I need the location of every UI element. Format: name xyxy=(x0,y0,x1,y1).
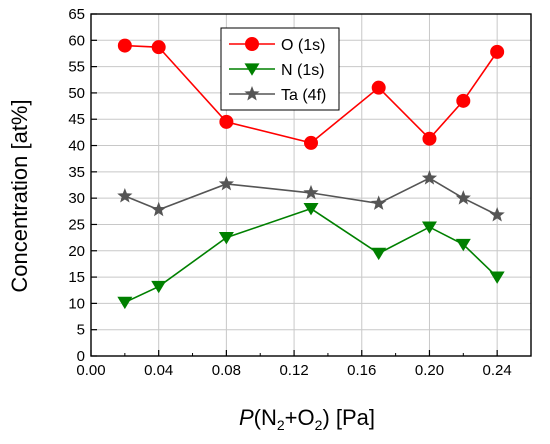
y-tick-label: 25 xyxy=(68,216,85,233)
legend-entry: N (1s) xyxy=(229,62,325,79)
series-line xyxy=(124,207,498,304)
series-line xyxy=(124,177,498,216)
x-tick-label: 0.00 xyxy=(76,362,105,379)
y-tick-label: 10 xyxy=(68,295,85,312)
data-point xyxy=(371,195,387,210)
x-axis-title-plus: +O xyxy=(285,405,315,430)
data-point xyxy=(219,114,234,129)
y-tick-label: 30 xyxy=(68,190,85,207)
x-tick-label: 0.04 xyxy=(144,362,173,379)
legend-marker xyxy=(244,63,260,76)
y-tick-label: 35 xyxy=(68,164,85,181)
data-point xyxy=(489,206,505,222)
x-axis-title-part: (N xyxy=(254,405,277,430)
y-tick-label: 15 xyxy=(68,269,85,286)
x-tick-label: 0.08 xyxy=(212,362,241,379)
data-point xyxy=(371,247,387,261)
data-point xyxy=(456,93,471,108)
data-point xyxy=(151,280,167,294)
x-axis-title: P(N2+O2) [Pa] xyxy=(239,405,375,433)
y-tick-label: 5 xyxy=(77,322,85,339)
x-axis-title-sub1: 2 xyxy=(277,417,285,433)
data-point xyxy=(151,40,166,55)
data-point xyxy=(371,80,386,95)
y-tick-label: 55 xyxy=(68,59,85,76)
data-point xyxy=(303,184,319,200)
data-point xyxy=(218,231,234,245)
x-axis-title-italic: P xyxy=(239,405,254,430)
data-point xyxy=(455,190,471,205)
x-tick-label: 0.16 xyxy=(347,362,376,379)
x-axis-title-sub2: 2 xyxy=(315,417,323,433)
x-tick-label: 0.20 xyxy=(415,362,444,379)
data-point xyxy=(304,135,318,150)
series-1 xyxy=(117,203,505,310)
data-point xyxy=(421,170,438,185)
data-point xyxy=(421,221,437,234)
legend: O (1s) N (1s) Ta (4f) xyxy=(220,27,340,111)
data-point xyxy=(455,238,471,252)
series-2 xyxy=(117,170,505,222)
legend-entry: O (1s) xyxy=(229,37,325,54)
data-point xyxy=(422,131,437,146)
series-layer xyxy=(117,38,505,310)
legend-marker xyxy=(245,37,259,51)
series-line xyxy=(124,44,498,144)
y-tick-label: 0 xyxy=(77,348,85,365)
plot-frame xyxy=(90,13,532,357)
y-tick-label: 60 xyxy=(68,32,85,49)
data-point xyxy=(490,44,505,59)
x-tick-label: 0.24 xyxy=(483,362,512,379)
legend-label: Ta (4f) xyxy=(281,87,326,104)
legend-marker xyxy=(244,86,260,101)
legend-label: N (1s) xyxy=(281,62,325,79)
y-axis-title: Concentration [at%] xyxy=(7,99,32,292)
data-point xyxy=(117,188,133,203)
data-point xyxy=(218,175,234,191)
legend-label: O (1s) xyxy=(281,37,325,54)
data-point xyxy=(117,296,133,310)
y-tick-label: 45 xyxy=(68,111,85,128)
data-point xyxy=(117,38,132,53)
data-point xyxy=(303,203,319,216)
y-tick-label: 40 xyxy=(68,138,85,155)
legend-entry: Ta (4f) xyxy=(229,86,326,104)
axis-ticks: 0.00 0.04 0.08 0.12 0.16 0.20 0.24 0 5 10 15 20 25 30… xyxy=(68,6,511,379)
x-axis-title-unit: ) [Pa] xyxy=(322,405,375,430)
series-0 xyxy=(117,38,505,150)
y-tick-label: 65 xyxy=(68,6,85,23)
y-tick-label: 20 xyxy=(68,243,85,260)
x-tick-label: 0.12 xyxy=(279,362,308,379)
data-point xyxy=(489,271,505,284)
y-tick-label: 50 xyxy=(68,85,85,102)
data-point xyxy=(151,201,167,217)
